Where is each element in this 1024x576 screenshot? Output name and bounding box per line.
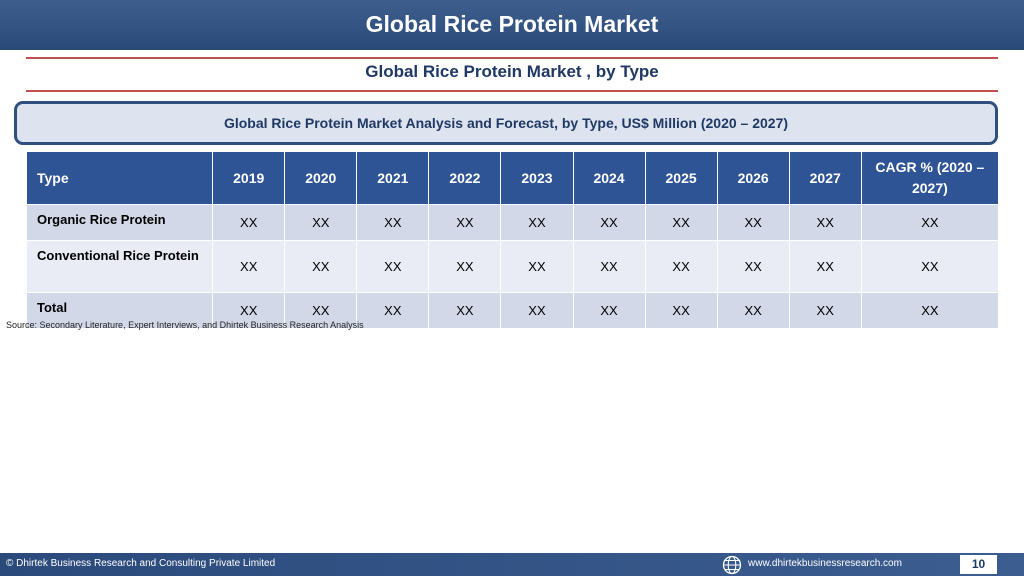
source-note: Source: Secondary Literature, Expert Int… bbox=[6, 320, 364, 330]
table-cell: XX bbox=[716, 204, 790, 241]
table-cell: XX bbox=[500, 292, 574, 329]
table-cell: XX bbox=[788, 204, 862, 241]
table-cell: XX bbox=[716, 292, 790, 329]
table-cell: XX bbox=[860, 292, 1000, 329]
table-cell: XX bbox=[500, 204, 574, 241]
column-header: 2026 bbox=[716, 151, 790, 205]
column-header: CAGR % (2020 – 2027) bbox=[860, 151, 1000, 205]
table-row: Organic Rice Protein XX XX XX XX XX XX X… bbox=[25, 204, 1000, 241]
table-cell: XX bbox=[284, 292, 358, 329]
website-link[interactable]: www.dhirtekbusinessresearch.com bbox=[748, 558, 902, 569]
section-subtitle: Global Rice Protein Market , by Type bbox=[365, 62, 659, 81]
row-label: Conventional Rice Protein bbox=[25, 240, 214, 293]
table-cell: XX bbox=[356, 292, 430, 329]
row-label: Total bbox=[25, 292, 214, 329]
table-cell: XX bbox=[644, 204, 718, 241]
table-caption-banner: Global Rice Protein Market Analysis and … bbox=[14, 101, 998, 145]
table-cell: XX bbox=[212, 204, 286, 241]
column-header: Type bbox=[25, 151, 214, 205]
table-cell: XX bbox=[860, 240, 1000, 293]
table-cell: XX bbox=[644, 240, 718, 293]
table-cell: XX bbox=[428, 204, 502, 241]
table-header-row: Type 2019 2020 2021 2022 2023 2024 2025 … bbox=[25, 151, 1000, 205]
table-cell: XX bbox=[428, 240, 502, 293]
table-row: Conventional Rice Protein XX XX XX XX XX… bbox=[25, 240, 1000, 293]
bottom-divider bbox=[26, 90, 998, 92]
table-row: Total XX XX XX XX XX XX XX XX XX XX bbox=[25, 292, 1000, 329]
column-header: 2027 bbox=[788, 151, 862, 205]
table-cell: XX bbox=[788, 292, 862, 329]
table-cell: XX bbox=[356, 204, 430, 241]
column-header: 2022 bbox=[428, 151, 502, 205]
column-header: 2020 bbox=[284, 151, 358, 205]
copyright-text: © Dhirtek Business Research and Consulti… bbox=[6, 558, 276, 569]
table-cell: XX bbox=[788, 240, 862, 293]
globe-icon bbox=[722, 555, 742, 575]
row-label: Organic Rice Protein bbox=[25, 204, 214, 241]
table-cell: XX bbox=[500, 240, 574, 293]
table-cell: XX bbox=[212, 240, 286, 293]
column-header: 2025 bbox=[644, 151, 718, 205]
table-cell: XX bbox=[716, 240, 790, 293]
column-header: 2019 bbox=[212, 151, 286, 205]
top-divider bbox=[26, 57, 998, 59]
column-header: 2021 bbox=[356, 151, 430, 205]
table-cell: XX bbox=[284, 204, 358, 241]
table-cell: XX bbox=[428, 292, 502, 329]
table-cell: XX bbox=[860, 204, 1000, 241]
page-number: 10 bbox=[960, 555, 997, 574]
table-cell: XX bbox=[284, 240, 358, 293]
slide-header: Global Rice Protein Market bbox=[0, 0, 1024, 50]
market-forecast-table: Type 2019 2020 2021 2022 2023 2024 2025 … bbox=[25, 151, 1000, 329]
table-cell: XX bbox=[356, 240, 430, 293]
column-header: 2023 bbox=[500, 151, 574, 205]
table-cell: XX bbox=[644, 292, 718, 329]
slide-title: Global Rice Protein Market bbox=[365, 11, 659, 37]
table-cell: XX bbox=[572, 204, 646, 241]
column-header: 2024 bbox=[572, 151, 646, 205]
slide-footer: © Dhirtek Business Research and Consulti… bbox=[0, 553, 1024, 576]
table-cell: XX bbox=[572, 292, 646, 329]
table-cell: XX bbox=[572, 240, 646, 293]
